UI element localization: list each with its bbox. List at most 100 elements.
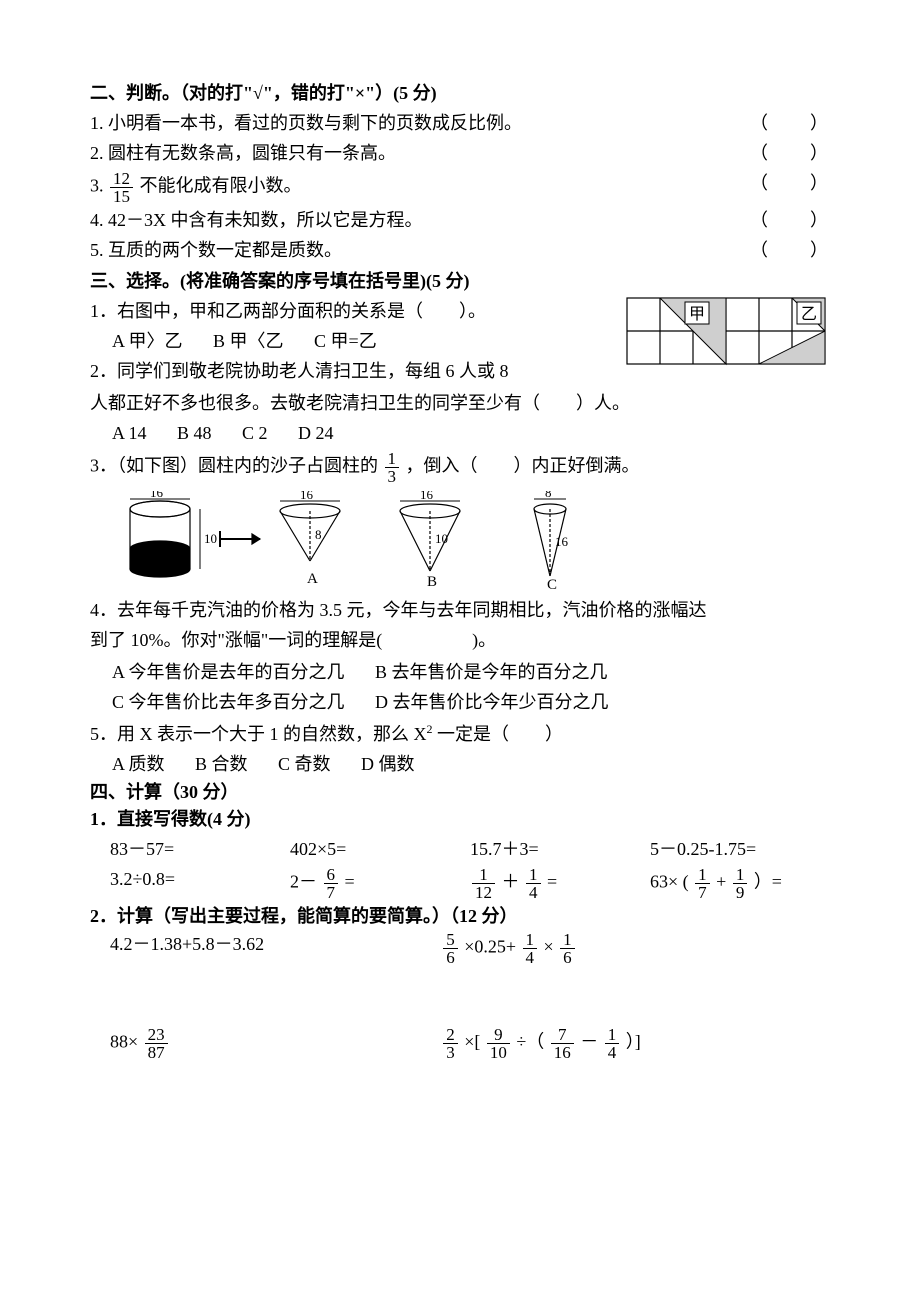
fraction: 2387 <box>145 1026 168 1061</box>
fraction: 17 <box>695 866 710 901</box>
svg-text:16: 16 <box>555 534 569 549</box>
svg-text:10: 10 <box>435 531 448 546</box>
fraction: 910 <box>487 1026 510 1061</box>
s2-q2-text: 2. 圆柱有无数条高，圆锥只有一条高。 <box>90 140 750 168</box>
numerator: 9 <box>487 1026 510 1044</box>
txt: － <box>580 1032 603 1052</box>
calc-row-2: 3.2÷0.8= 2－ 67 = 112 ＋ 14 = 63× ( 17 + 1… <box>90 866 830 901</box>
txt: ×0.25+ <box>464 937 516 957</box>
s3-q2-line2: 人都正好不多也很多。去敬老院清扫卫生的同学至少有（ ）人。 <box>90 390 830 418</box>
s2-q3-post: 不能化成有限小数。 <box>140 175 302 195</box>
label-yi: 乙 <box>801 306 817 323</box>
denominator: 4 <box>526 884 541 901</box>
svg-text:8: 8 <box>315 527 322 542</box>
fraction: 1 3 <box>385 450 400 485</box>
opt-d: D 24 <box>298 420 334 448</box>
opt-b: B 48 <box>177 420 212 448</box>
denominator: 7 <box>695 884 710 901</box>
opt-c: C 甲=乙 <box>314 328 377 356</box>
txt: × <box>544 937 559 957</box>
fraction: 716 <box>551 1026 574 1061</box>
txt: ÷（ <box>516 1032 544 1052</box>
s3-q3: 3．（如下图）圆柱内的沙子占圆柱的 1 3 ，倒入（ ）内正好倒满。 <box>90 450 830 485</box>
calc2-row2: 88× 2387 23 ×[ 910 ÷（ 716 － 14 ）] <box>90 1026 830 1061</box>
s3-q4-opts: A 今年售价是去年的百分之几 B 去年售价是今年的百分之几 C 今年售价比去年多… <box>90 657 830 718</box>
numerator: 1 <box>695 866 710 884</box>
denominator: 7 <box>324 884 339 901</box>
calc-item: 83－57= <box>110 836 290 864</box>
calc2-e1: 4.2－1.38+5.8－3.62 <box>110 931 441 966</box>
opt-b: B 去年售价是今年的百分之几 <box>375 657 608 688</box>
denominator: 15 <box>110 188 133 205</box>
calc-item: 63× ( 17 + 1 9 ）= <box>650 866 830 901</box>
label-jia: 甲 <box>689 306 705 323</box>
svg-text:A: A <box>307 571 318 587</box>
calc-item: 3.2÷0.8= <box>110 866 290 901</box>
txt: ）] <box>626 1032 641 1052</box>
fraction: 56 <box>443 931 458 966</box>
s2-q1-text: 1. 小明看一本书，看过的页数与剩下的页数成反比例。 <box>90 110 750 138</box>
calc-item: 15.7＋3= <box>470 836 650 864</box>
fraction: 12 15 <box>110 170 133 205</box>
calc2-row1: 4.2－1.38+5.8－3.62 56 ×0.25+ 14 × 16 <box>90 931 830 966</box>
svg-text:16: 16 <box>420 491 434 502</box>
s3-q3-pre: 3．（如下图）圆柱内的沙子占圆柱的 <box>90 455 378 475</box>
calc-item: 5－0.25-1.75= <box>650 836 830 864</box>
numerator: 1 <box>472 866 495 884</box>
svg-text:C: C <box>547 577 557 591</box>
calc-item: 112 ＋ 14 = <box>470 866 650 901</box>
opt-a: A 质数 <box>112 751 165 779</box>
svg-text:16: 16 <box>300 491 314 502</box>
cylinder-cone-diagram: 16 10 16 8 A 16 10 B 8 16 C <box>110 491 630 591</box>
svg-text:10: 10 <box>204 531 217 546</box>
txt: 63× ( <box>650 872 689 892</box>
calc2-e4: 23 ×[ 910 ÷（ 716 － 14 ）] <box>441 1026 830 1061</box>
grid-diagram: 甲 乙 <box>625 296 830 366</box>
numerator: 12 <box>110 170 133 188</box>
opt-a: A 甲〉乙 <box>112 328 183 356</box>
txt: + <box>716 872 731 892</box>
numerator: 1 <box>605 1026 620 1044</box>
numerator: 2 <box>443 1026 458 1044</box>
s2-q3: 3. 12 15 不能化成有限小数。 （ ） <box>90 170 830 205</box>
calc-row-1: 83－57= 402×5= 15.7＋3= 5－0.25-1.75= <box>90 836 830 864</box>
fraction: 67 <box>324 866 339 901</box>
numerator: 1 <box>523 931 538 949</box>
s3-q3-post: ，倒入（ ）内正好倒满。 <box>406 455 640 475</box>
txt: 2－ <box>290 872 317 892</box>
denominator: 12 <box>472 884 495 901</box>
opt-b: B 合数 <box>195 751 248 779</box>
tf-blank: （ ） <box>750 110 830 138</box>
s3-q5-opts: A 质数 B 合数 C 奇数 D 偶数 <box>90 751 830 779</box>
txt: ＋ <box>502 872 520 892</box>
s3-q5-post: 一定是（ ） <box>433 724 564 744</box>
denominator: 16 <box>551 1044 574 1061</box>
denominator: 4 <box>523 949 538 966</box>
opt-a: A 今年售价是去年的百分之几 <box>112 657 345 688</box>
s4-p2-title: 2．计算（写出主要过程，能简算的要简算。）（12 分） <box>90 903 830 931</box>
fraction: 23 <box>443 1026 458 1061</box>
denominator: 6 <box>443 949 458 966</box>
denominator: 6 <box>560 949 575 966</box>
denominator: 87 <box>145 1044 168 1061</box>
tf-blank: （ ） <box>750 170 830 205</box>
tf-blank: （ ） <box>750 140 830 168</box>
s3-q2-opts: A 14 B 48 C 2 D 24 <box>90 420 830 448</box>
s3-q5: 5．用 X 表示一个大于 1 的自然数，那么 X2 一定是（ ） <box>90 720 830 749</box>
calc-item: 2－ 67 = <box>290 866 470 901</box>
opt-d: D 去年售价比今年少百分之几 <box>375 687 609 718</box>
svg-text:8: 8 <box>545 491 552 500</box>
s2-q1: 1. 小明看一本书，看过的页数与剩下的页数成反比例。 （ ） <box>90 110 830 138</box>
fraction: 14 <box>605 1026 620 1061</box>
denominator: 9 <box>733 884 748 901</box>
s4-p1-title: 1．直接写得数(4 分) <box>90 806 830 834</box>
s2-q4: 4. 42－3X 中含有未知数，所以它是方程。 （ ） <box>90 207 830 235</box>
fraction: 16 <box>560 931 575 966</box>
tf-blank: （ ） <box>750 237 830 265</box>
svg-text:B: B <box>427 574 437 590</box>
txt: = <box>345 872 355 892</box>
fraction: 14 <box>526 866 541 901</box>
denominator: 10 <box>487 1044 510 1061</box>
txt: ）= <box>754 872 782 892</box>
numerator: 1 <box>385 450 400 468</box>
